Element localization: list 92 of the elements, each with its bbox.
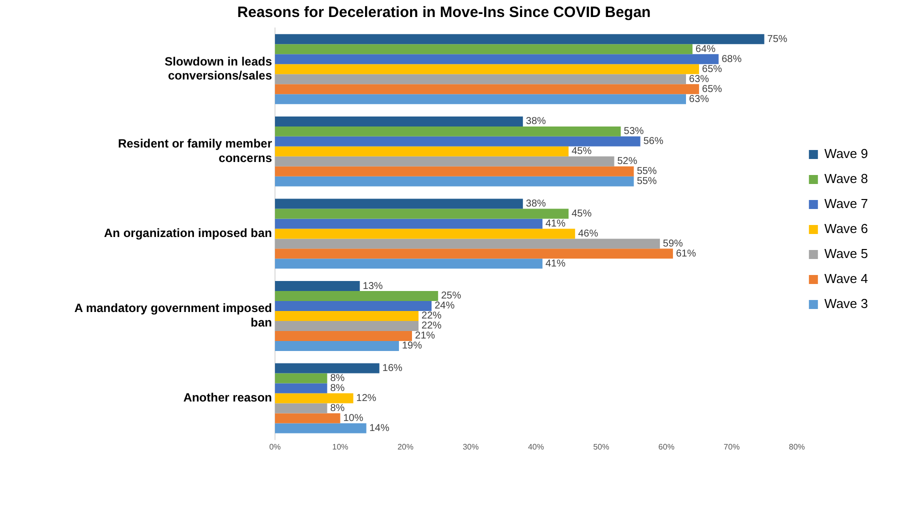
x-tick-label: 10%: [332, 442, 348, 452]
bar: [275, 136, 640, 146]
bar: [275, 84, 700, 94]
bar: [275, 393, 354, 404]
bar: [275, 423, 366, 434]
x-tick-label: 50%: [593, 442, 610, 452]
data-label: 52%: [617, 156, 638, 168]
bar: [275, 198, 523, 209]
chart-title: Reasons for Deceleration in Move-Ins Since COVID Began: [237, 4, 651, 22]
data-label: 63%: [689, 74, 710, 85]
data-label: 45%: [572, 208, 592, 220]
y-tick-label: An organization imposed ban: [104, 226, 272, 240]
legend-label: Wave 8: [824, 171, 868, 186]
bar: [275, 126, 621, 136]
data-label: 21%: [415, 330, 436, 342]
bar: [275, 146, 569, 156]
bar: [275, 116, 523, 126]
legend-label: Wave 4: [824, 271, 868, 286]
bar: [275, 176, 634, 186]
data-label: 16%: [382, 363, 403, 374]
data-label: 38%: [526, 198, 546, 210]
data-label: 10%: [343, 412, 364, 424]
data-label: 63%: [689, 94, 710, 105]
bar: [275, 320, 419, 331]
bar: [275, 300, 432, 311]
x-tick-label: 30%: [462, 442, 479, 452]
data-label: 41%: [545, 258, 566, 270]
bar: [275, 228, 576, 239]
data-label: 46%: [578, 228, 598, 240]
bar: [275, 74, 686, 84]
y-tick-label: A mandatory government imposed ban: [74, 301, 272, 330]
data-label: 8%: [330, 403, 345, 414]
data-label: 59%: [662, 238, 684, 250]
bar: [275, 330, 412, 341]
data-label: 75%: [767, 34, 788, 45]
data-label: 55%: [636, 176, 657, 188]
bar: [275, 218, 542, 229]
data-label: 14%: [369, 422, 390, 434]
bar: [275, 310, 419, 321]
data-label: 24%: [434, 300, 455, 312]
data-label: 45%: [572, 146, 592, 158]
x-tick-label: 60%: [658, 442, 674, 452]
bar: [275, 373, 328, 384]
bar: [275, 156, 614, 166]
data-label: 41%: [545, 218, 566, 230]
data-label: 22%: [422, 310, 442, 322]
legend-label: Wave 6: [824, 221, 868, 236]
data-label: 65%: [702, 84, 722, 95]
legend-label: Wave 5: [824, 246, 868, 262]
bar: [275, 208, 569, 219]
data-label: 68%: [722, 54, 742, 65]
bar: [275, 54, 719, 64]
legend-label: Wave 9: [824, 146, 868, 162]
bar: [275, 281, 360, 291]
bar: [275, 258, 542, 269]
data-label: 12%: [356, 393, 376, 404]
data-label: 8%: [330, 383, 345, 394]
data-label: 22%: [422, 320, 442, 332]
data-label: 61%: [676, 248, 696, 260]
bar: [275, 413, 340, 424]
bar: [275, 238, 660, 249]
data-label: 13%: [362, 280, 383, 292]
bar: [275, 94, 686, 104]
x-tick-label: 0%: [269, 442, 281, 452]
x-tick-label: 80%: [788, 442, 805, 452]
legend-label: Wave 7: [824, 196, 868, 212]
legend-label: Wave 3: [824, 296, 868, 312]
bar: [275, 363, 380, 374]
bar: [275, 166, 634, 176]
data-label: 38%: [526, 116, 546, 128]
bar: [275, 403, 328, 414]
bar: [275, 383, 328, 394]
data-label: 19%: [402, 340, 422, 352]
bar: [275, 44, 693, 54]
y-tick-label: Slowdown in leads conversions/sales: [164, 54, 272, 83]
data-label: 8%: [330, 373, 345, 384]
x-tick-label: 70%: [724, 442, 740, 452]
bar: [275, 340, 399, 351]
bar: [275, 291, 438, 301]
data-label: 64%: [696, 44, 716, 55]
bar: [275, 248, 673, 259]
data-label: 53%: [624, 126, 644, 138]
data-label: 56%: [643, 136, 664, 148]
data-label: 65%: [702, 64, 722, 75]
bar: [275, 64, 700, 74]
x-tick-label: 20%: [397, 442, 414, 452]
data-label: 25%: [441, 290, 462, 302]
y-tick-label: Resident or family member concerns: [118, 136, 272, 165]
data-label: 55%: [636, 166, 657, 178]
x-tick-label: 40%: [528, 442, 544, 452]
bar: [275, 34, 764, 44]
y-tick-label: Another reason: [183, 390, 272, 405]
